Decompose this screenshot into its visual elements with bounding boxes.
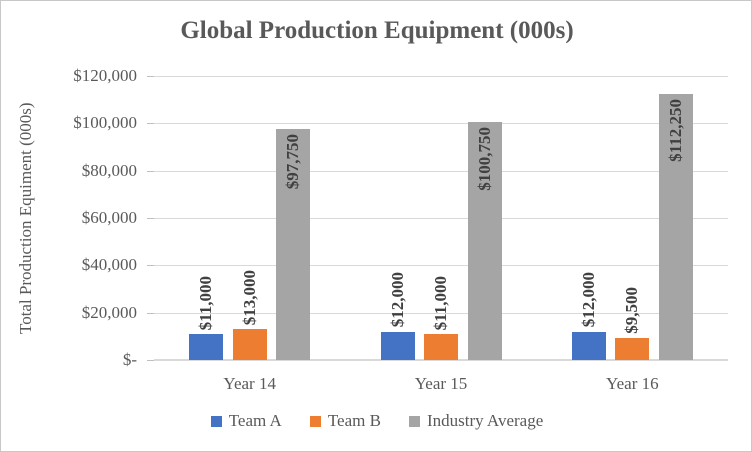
x-axis-line: [154, 359, 728, 361]
y-tick-mark: [147, 170, 154, 172]
data-label-team-b-year-16: $9,500: [622, 286, 642, 334]
y-tick-label: $-: [122, 350, 137, 369]
legend-swatch-icon: [408, 415, 420, 427]
legend-label: Industry Average: [426, 411, 544, 430]
legend-label: Team B: [327, 411, 381, 430]
plot-area: $11,000 $13,000 $97,750 $12,000 $11,000 $100,…: [154, 76, 728, 361]
x-category-label-year-16: Year 16: [606, 374, 659, 393]
data-label-team-b-year-15: $11,000: [431, 275, 450, 330]
gridline: [154, 218, 728, 219]
y-tick-label: $20,000: [81, 302, 137, 322]
bar-team-b-year-15: [424, 333, 458, 360]
data-label-team-a-year-15: $12,000: [387, 272, 407, 328]
y-tick-mark: [147, 218, 154, 219]
y-tick-mark: [147, 312, 154, 314]
legend-item-team-b: Team B: [309, 411, 381, 431]
y-tick-label: $120,000: [73, 66, 137, 85]
y-tick-label: $60,000: [81, 208, 137, 227]
y-tick-mark: [147, 265, 154, 267]
chart-title: Global Production Equipment (000s): [180, 17, 574, 44]
gridline: [154, 123, 728, 125]
legend-item-industry-average: Industry Average: [408, 411, 544, 431]
y-tick-label: $40,000: [81, 255, 137, 275]
gridline: [154, 312, 728, 314]
bar-team-a-year-14: [189, 333, 224, 360]
data-label-industry-average-year-14: $97,750: [283, 133, 303, 189]
bar-team-b-year-14: [232, 329, 267, 360]
legend: Team A Team B Industry Average: [1, 409, 751, 433]
x-category-label-year-14: Year 14: [223, 374, 276, 393]
legend-swatch-icon: [309, 415, 321, 427]
legend-label: Team A: [228, 411, 282, 430]
gridline: [154, 170, 728, 172]
data-label-team-a-year-14: $11,000: [196, 275, 216, 330]
bar-industry-average-year-14: [276, 128, 311, 360]
gridline: [154, 265, 728, 267]
y-tick-mark: [147, 76, 154, 77]
bar-industry-average-year-15: [467, 121, 502, 360]
bar-team-b-year-16: [615, 337, 650, 360]
bar-industry-average-year-16: [658, 94, 693, 360]
data-label-industry-average-year-15: $100,750: [474, 126, 494, 191]
legend-item-team-a: Team A: [210, 411, 282, 431]
bar-team-a-year-15: [380, 331, 415, 360]
data-label-team-a-year-16: $12,000: [578, 272, 598, 328]
legend-swatch-icon: [210, 415, 222, 427]
gridline: [154, 76, 728, 77]
y-tick-label: $100,000: [73, 113, 137, 133]
y-axis-title: Total Production Equiment (000s): [16, 102, 35, 334]
data-label-team-b-year-14: $13,000: [239, 269, 259, 326]
data-label-industry-average-year-16: $112,250: [665, 99, 685, 163]
y-tick-mark: [147, 360, 154, 361]
x-category-label-year-15: Year 15: [414, 374, 468, 393]
bar-team-a-year-16: [571, 331, 606, 360]
y-tick-mark: [147, 123, 154, 125]
y-tick-label: $80,000: [81, 160, 137, 180]
